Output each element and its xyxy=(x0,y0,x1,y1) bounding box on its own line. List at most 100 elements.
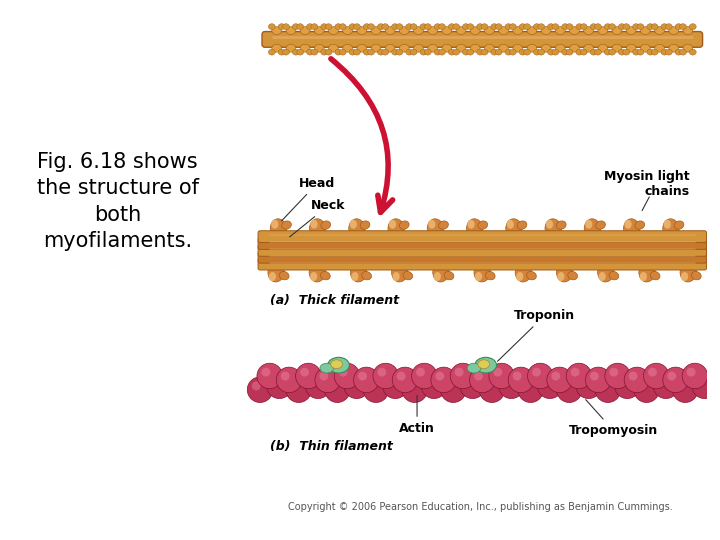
Circle shape xyxy=(682,363,708,389)
Ellipse shape xyxy=(403,272,413,280)
Ellipse shape xyxy=(548,49,554,55)
Ellipse shape xyxy=(467,24,474,30)
Ellipse shape xyxy=(618,24,626,30)
Circle shape xyxy=(653,373,679,399)
Ellipse shape xyxy=(453,49,459,55)
Circle shape xyxy=(667,372,676,381)
Ellipse shape xyxy=(499,44,508,52)
Ellipse shape xyxy=(519,49,526,55)
Circle shape xyxy=(614,373,640,399)
Ellipse shape xyxy=(647,24,654,30)
Ellipse shape xyxy=(311,24,318,30)
Ellipse shape xyxy=(598,44,608,52)
Ellipse shape xyxy=(665,24,672,30)
Ellipse shape xyxy=(348,219,365,239)
Ellipse shape xyxy=(406,49,413,55)
Ellipse shape xyxy=(481,24,488,30)
Ellipse shape xyxy=(557,262,572,282)
Ellipse shape xyxy=(517,221,527,230)
Ellipse shape xyxy=(368,24,374,30)
Ellipse shape xyxy=(664,248,671,253)
Ellipse shape xyxy=(297,49,304,55)
Ellipse shape xyxy=(495,49,502,55)
Ellipse shape xyxy=(526,272,536,280)
Ellipse shape xyxy=(491,24,498,30)
Circle shape xyxy=(518,377,544,402)
Ellipse shape xyxy=(392,24,398,30)
Circle shape xyxy=(547,367,572,393)
Ellipse shape xyxy=(271,248,279,253)
Ellipse shape xyxy=(392,262,408,282)
Ellipse shape xyxy=(449,49,455,55)
Ellipse shape xyxy=(282,49,289,55)
Circle shape xyxy=(416,368,425,376)
Ellipse shape xyxy=(310,272,318,281)
Circle shape xyxy=(450,363,476,389)
Ellipse shape xyxy=(470,44,480,52)
Ellipse shape xyxy=(481,49,488,55)
Ellipse shape xyxy=(499,26,508,35)
Ellipse shape xyxy=(467,248,474,253)
Ellipse shape xyxy=(354,24,360,30)
Ellipse shape xyxy=(462,24,469,30)
Ellipse shape xyxy=(585,220,593,229)
Ellipse shape xyxy=(590,24,597,30)
Ellipse shape xyxy=(420,49,427,55)
Ellipse shape xyxy=(557,221,566,230)
Ellipse shape xyxy=(272,44,282,52)
Ellipse shape xyxy=(651,49,658,55)
Ellipse shape xyxy=(271,220,279,229)
Ellipse shape xyxy=(484,254,490,268)
Circle shape xyxy=(537,373,563,399)
Ellipse shape xyxy=(485,272,495,280)
Ellipse shape xyxy=(282,24,289,30)
Ellipse shape xyxy=(311,49,318,55)
Circle shape xyxy=(315,367,341,393)
Circle shape xyxy=(561,381,570,390)
Ellipse shape xyxy=(482,248,490,253)
Ellipse shape xyxy=(523,49,531,55)
Ellipse shape xyxy=(328,26,338,35)
Ellipse shape xyxy=(467,49,474,55)
Ellipse shape xyxy=(587,233,593,246)
Circle shape xyxy=(522,381,531,390)
Ellipse shape xyxy=(462,49,469,55)
Ellipse shape xyxy=(371,44,381,52)
Ellipse shape xyxy=(568,272,577,280)
Ellipse shape xyxy=(292,24,300,30)
Text: Troponin: Troponin xyxy=(498,309,575,361)
FancyBboxPatch shape xyxy=(258,258,706,270)
Ellipse shape xyxy=(478,360,490,369)
Ellipse shape xyxy=(576,49,582,55)
Ellipse shape xyxy=(525,254,531,268)
Ellipse shape xyxy=(320,24,328,30)
Text: Head: Head xyxy=(282,177,336,221)
Ellipse shape xyxy=(307,49,313,55)
Ellipse shape xyxy=(674,221,684,230)
Ellipse shape xyxy=(428,44,438,52)
Ellipse shape xyxy=(647,248,654,253)
Ellipse shape xyxy=(389,220,396,229)
Ellipse shape xyxy=(624,220,631,229)
Ellipse shape xyxy=(438,221,449,230)
Ellipse shape xyxy=(584,44,593,52)
Ellipse shape xyxy=(364,24,370,30)
Ellipse shape xyxy=(555,44,565,52)
Circle shape xyxy=(368,381,377,390)
Ellipse shape xyxy=(319,254,325,268)
Ellipse shape xyxy=(477,49,484,55)
Ellipse shape xyxy=(516,262,531,282)
Circle shape xyxy=(532,368,541,376)
Circle shape xyxy=(576,373,601,399)
Ellipse shape xyxy=(320,272,330,280)
Ellipse shape xyxy=(635,221,644,230)
Ellipse shape xyxy=(649,254,655,268)
Circle shape xyxy=(566,363,592,389)
Ellipse shape xyxy=(441,248,448,253)
Ellipse shape xyxy=(495,24,502,30)
Circle shape xyxy=(305,373,330,399)
Ellipse shape xyxy=(691,272,701,280)
Circle shape xyxy=(431,367,456,393)
Ellipse shape xyxy=(357,44,366,52)
Circle shape xyxy=(474,372,483,381)
